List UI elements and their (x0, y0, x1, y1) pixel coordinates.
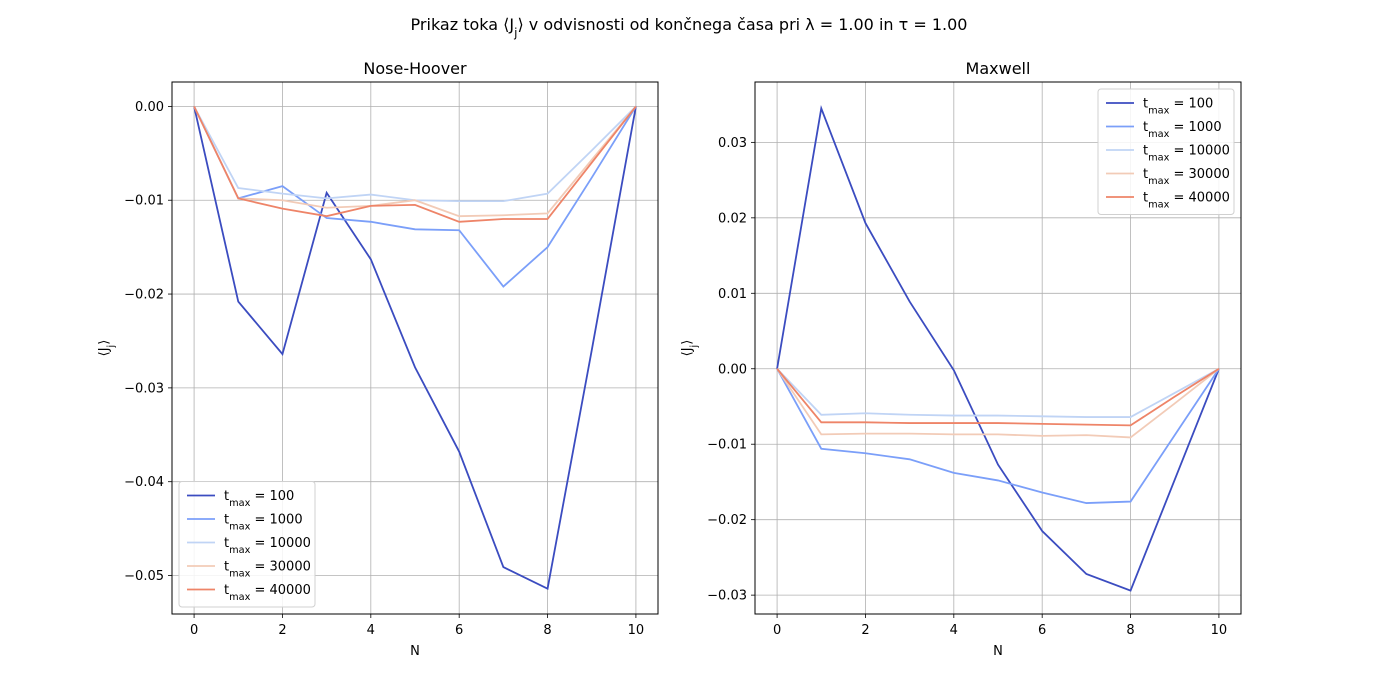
legend-label: tmax = 30000 (1143, 167, 1230, 187)
panel-maxwell: 0 2 4 6 8 10 0.03 0.02 0.01 0.00 −0.01 −0.02 −0.03 Ma… (680, 59, 1242, 659)
panel-title: Maxwell (966, 59, 1031, 78)
legend: tmax = 100 tmax = 1000 tmax = 10000 tmax = … (1097, 88, 1235, 215)
legend-box (178, 481, 316, 608)
x-axis-label: N (993, 644, 1003, 659)
legend-label: tmax = 10000 (1143, 144, 1230, 164)
legend-box (1097, 88, 1235, 215)
y-tick-label: 0.01 (718, 287, 747, 302)
legend-label: tmax = 1000 (1143, 120, 1222, 140)
panel-title: Nose-Hoover (363, 59, 467, 78)
x-tick-label: 6 (455, 623, 463, 638)
y-tick-label: 0.02 (718, 211, 747, 226)
series-line-1 (193, 105, 637, 288)
legend-label: tmax = 10000 (224, 536, 311, 556)
y-tick-label: −0.01 (707, 438, 747, 453)
legend-label: tmax = 100 (224, 489, 294, 509)
y-tick-label: −0.04 (124, 475, 164, 490)
legend-label: tmax = 100 (1143, 97, 1213, 117)
legend-label: tmax = 40000 (224, 583, 311, 603)
legend-label: tmax = 30000 (224, 560, 311, 580)
series-line-3 (776, 368, 1220, 439)
x-tick-label: 10 (628, 623, 645, 638)
y-tick-label: 0.00 (135, 100, 164, 115)
axes-frame (171, 81, 659, 615)
x-tick-label: 2 (278, 623, 286, 638)
x-tick-label: 8 (1126, 623, 1134, 638)
y-axis-label: ⟨Jj⟩ (680, 340, 700, 357)
legend-label: tmax = 40000 (1143, 191, 1230, 211)
series-line-0 (193, 106, 637, 590)
x-tick-label: 4 (367, 623, 375, 638)
x-tick-label: 2 (861, 623, 869, 638)
x-tick-label: 10 (1211, 623, 1228, 638)
y-tick-label: −0.03 (124, 381, 164, 396)
y-tick-label: 0.00 (718, 362, 747, 377)
y-tick-label: −0.01 (124, 194, 164, 209)
series-line-0 (776, 105, 1220, 592)
legend-label: tmax = 1000 (224, 513, 303, 533)
y-tick-label: −0.02 (124, 288, 164, 303)
series-line-4 (193, 105, 637, 223)
series-line-1 (776, 368, 1220, 504)
x-axis-label: N (410, 644, 420, 659)
series-line-3 (193, 105, 637, 218)
legend: tmax = 100 tmax = 1000 tmax = 10000 tmax = … (178, 481, 316, 608)
x-tick-label: 8 (543, 623, 551, 638)
y-tick-label: 0.03 (718, 136, 747, 151)
figure-suptitle: Prikaz toka ⟨Jj⟩ v odvisnosti od končneg… (411, 15, 968, 40)
panel-nose-hoover: 0 2 4 6 8 10 0.00 −0.01 −0.02 −0.03 −0.04 −0.05 Nose… (97, 59, 659, 659)
y-axis-label: ⟨Jj⟩ (97, 340, 117, 357)
x-tick-label: 6 (1038, 623, 1046, 638)
axes-frame (754, 81, 1242, 615)
y-tick-label: −0.05 (124, 569, 164, 584)
series-line-4 (776, 367, 1220, 427)
x-tick-label: 4 (950, 623, 958, 638)
y-tick-label: −0.03 (707, 589, 747, 604)
x-tick-label: 0 (190, 623, 198, 638)
x-tick-label: 0 (773, 623, 781, 638)
series-line-2 (776, 367, 1220, 418)
y-tick-label: −0.02 (707, 513, 747, 528)
